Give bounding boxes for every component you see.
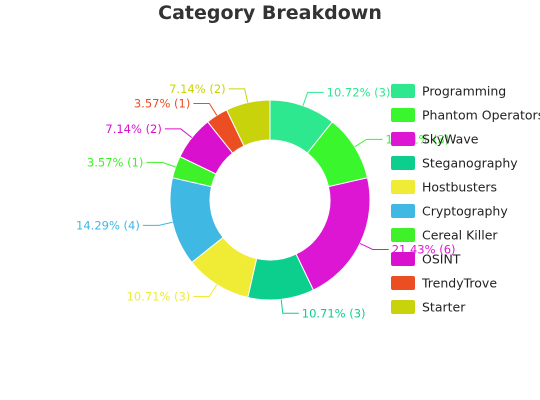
legend: Programming Phantom Operators SkyWave Stega… [391, 84, 540, 315]
legend-swatch [391, 300, 415, 314]
legend-label: Phantom Operators [422, 108, 540, 123]
legend-item-starter[interactable]: Starter [391, 300, 466, 315]
slice-skywave[interactable] [295, 177, 371, 291]
legend-label: TrendyTrove [421, 276, 497, 291]
legend-swatch [391, 156, 415, 170]
leader-line-cereal-killer [146, 161, 176, 168]
legend-item-programming[interactable]: Programming [391, 84, 506, 99]
legend-swatch [391, 204, 415, 218]
leader-line-cryptography [142, 221, 173, 226]
legend-item-skywave[interactable]: SkyWave [391, 132, 479, 147]
leader-line-hostbusters [193, 284, 218, 298]
leader-line-programming [302, 91, 324, 106]
legend-item-osint[interactable]: OSINT [391, 252, 461, 267]
slice-starter[interactable] [225, 99, 271, 147]
legend-swatch [391, 132, 415, 146]
slice-label-programming: 10.72% (3) [327, 85, 391, 99]
slice-label-starter: 7.14% (2) [169, 82, 225, 96]
legend-label: Programming [422, 84, 506, 99]
slice-label-osint: 7.14% (2) [105, 122, 161, 136]
chart-title: Category Breakdown [158, 2, 382, 24]
slice-label-cryptography: 14.29% (4) [76, 218, 140, 232]
legend-label: Hostbusters [422, 180, 497, 195]
legend-label: Starter [422, 300, 466, 315]
legend-swatch [391, 84, 415, 98]
leader-line-skywave [359, 242, 389, 250]
leader-line-trendytrove [193, 102, 218, 116]
slice-label-steganography: 10.71% (3) [302, 306, 366, 320]
slice-label-cereal-killer: 3.57% (1) [87, 155, 143, 169]
legend-swatch [391, 228, 415, 242]
slice-label-trendytrove: 3.57% (1) [134, 96, 190, 110]
legend-item-hostbusters[interactable]: Hostbusters [391, 180, 497, 195]
legend-swatch [391, 108, 415, 122]
leader-line-starter [228, 88, 249, 103]
legend-swatch [391, 276, 415, 290]
leader-line-phantom-operators [354, 138, 383, 148]
legend-item-steganography[interactable]: Steganography [391, 156, 518, 171]
legend-item-cryptography[interactable]: Cryptography [391, 204, 508, 219]
slices-group [169, 99, 371, 301]
legend-swatch [391, 180, 415, 194]
legend-swatch [391, 252, 415, 266]
legend-item-phantom-operators[interactable]: Phantom Operators [391, 108, 540, 123]
legend-label: OSINT [422, 252, 461, 267]
legend-label: SkyWave [422, 132, 479, 147]
legend-label: Cryptography [422, 204, 508, 219]
legend-label: Steganography [422, 156, 518, 171]
legend-label: Cereal Killer [422, 228, 498, 243]
leader-lines-group [142, 88, 389, 314]
leader-line-osint [164, 128, 193, 139]
slice-label-hostbusters: 10.71% (3) [127, 290, 191, 304]
leader-line-steganography [280, 299, 299, 314]
legend-item-cereal-killer[interactable]: Cereal Killer [391, 228, 498, 243]
legend-item-trendytrove[interactable]: TrendyTrove [391, 276, 497, 291]
